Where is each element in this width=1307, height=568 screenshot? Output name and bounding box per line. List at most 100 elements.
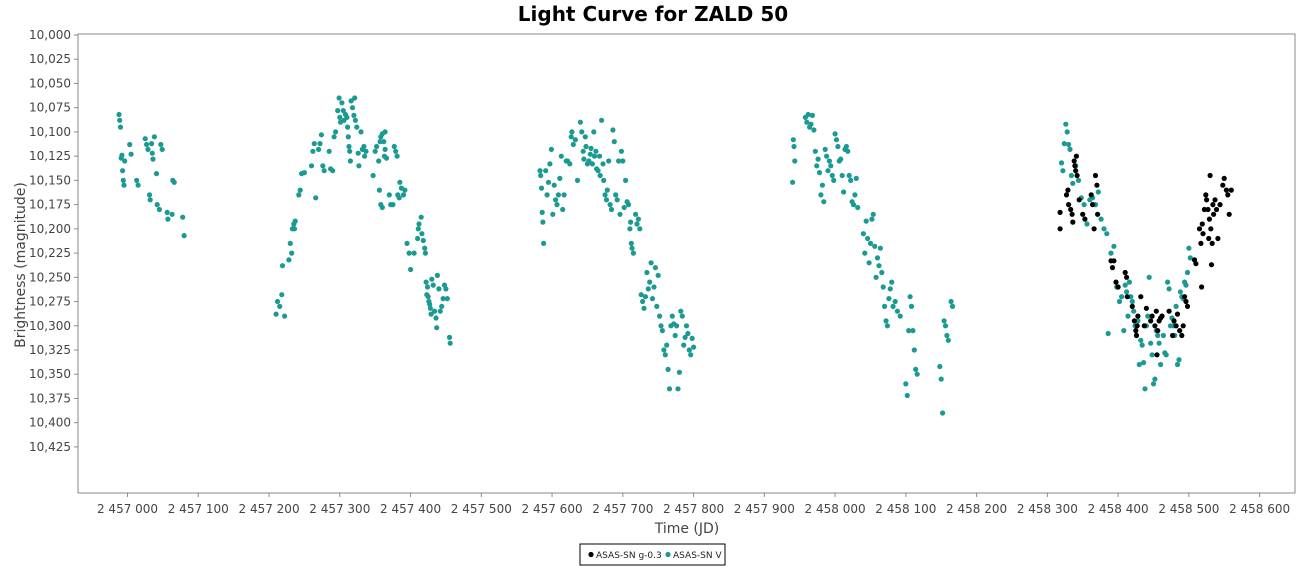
data-point-g xyxy=(1095,211,1101,217)
data-point-v xyxy=(582,134,588,140)
data-point-v xyxy=(662,352,668,358)
x-axis-label: Time (JD) xyxy=(654,521,720,537)
data-point-v xyxy=(808,121,814,127)
data-point-v xyxy=(1098,216,1104,222)
data-point-v xyxy=(1070,180,1076,186)
data-point-v xyxy=(1068,172,1074,179)
data-point-v xyxy=(886,296,892,302)
data-point-v xyxy=(122,158,128,164)
data-point-v xyxy=(354,124,360,130)
data-point-v xyxy=(362,153,368,159)
data-point-v xyxy=(296,192,302,198)
data-point-v xyxy=(313,195,319,201)
data-point-v xyxy=(1165,279,1171,285)
data-point-v xyxy=(654,303,660,309)
data-point-g xyxy=(1208,226,1214,232)
data-point-v xyxy=(593,148,599,154)
data-point-g xyxy=(1124,274,1130,280)
data-point-v xyxy=(906,328,912,334)
data-point-v xyxy=(850,202,857,208)
data-point-v xyxy=(135,182,141,188)
data-point-g xyxy=(1200,231,1206,237)
data-point-v xyxy=(583,143,589,150)
data-point-v xyxy=(391,143,397,150)
data-point-v xyxy=(602,192,608,198)
data-point-v xyxy=(538,172,544,179)
data-point-g xyxy=(1141,323,1147,329)
data-point-v xyxy=(569,129,575,135)
data-point-v xyxy=(430,282,436,288)
data-point-v xyxy=(669,313,675,319)
data-point-g xyxy=(1134,323,1140,329)
data-point-v xyxy=(297,187,303,193)
data-point-v xyxy=(554,202,560,208)
data-point-v xyxy=(545,179,552,185)
data-point-v xyxy=(872,243,878,249)
legend: ASAS-SN g-0.3 ASAS-SN V xyxy=(579,543,726,566)
data-point-v xyxy=(1145,313,1151,319)
data-point-v xyxy=(637,226,643,232)
data-point-g xyxy=(1199,284,1205,290)
data-point-v xyxy=(1084,221,1090,227)
data-point-v xyxy=(655,272,661,278)
data-point-v xyxy=(588,145,594,151)
data-point-v xyxy=(282,313,288,319)
data-point-v xyxy=(433,315,439,321)
data-point-v xyxy=(882,303,888,309)
data-point-v xyxy=(790,179,796,185)
data-point-v xyxy=(427,301,433,307)
data-point-v xyxy=(547,161,553,167)
data-point-v xyxy=(603,197,610,203)
data-point-v xyxy=(681,342,687,348)
data-point-v xyxy=(887,286,893,292)
data-point-g xyxy=(1182,294,1188,300)
data-point-v xyxy=(439,303,445,309)
data-point-g xyxy=(1199,221,1205,227)
y-tick-label: 10,350 xyxy=(29,367,71,381)
data-point-v xyxy=(370,172,376,179)
data-point-g xyxy=(1155,328,1161,334)
data-point-v xyxy=(1058,160,1065,166)
data-point-v xyxy=(904,392,910,399)
x-tick-label: 2 458 100 xyxy=(875,502,936,516)
data-point-g xyxy=(1152,323,1158,329)
data-point-v xyxy=(567,161,573,167)
data-point-v xyxy=(877,245,884,251)
data-point-v xyxy=(537,168,543,174)
data-point-g xyxy=(1208,262,1215,268)
data-point-v xyxy=(1124,289,1130,295)
data-point-v xyxy=(346,143,352,150)
x-tick-label: 2 457 900 xyxy=(734,502,795,516)
data-point-v xyxy=(852,192,858,198)
data-point-v xyxy=(674,323,680,329)
data-point-v xyxy=(336,95,342,101)
data-point-v xyxy=(790,137,796,143)
data-point-v xyxy=(1166,286,1172,292)
x-tick-label: 2 457 200 xyxy=(239,502,300,516)
data-point-g xyxy=(1211,211,1217,217)
data-point-v xyxy=(652,265,659,271)
data-point-v xyxy=(363,148,369,154)
y-tick-label: 10,175 xyxy=(29,198,71,212)
data-point-v xyxy=(908,303,915,309)
data-point-g xyxy=(1063,192,1070,198)
data-point-v xyxy=(400,192,407,198)
data-point-v xyxy=(634,221,640,227)
data-point-g xyxy=(1212,197,1218,203)
data-point-v xyxy=(345,134,351,140)
data-point-v xyxy=(443,286,449,292)
data-point-v xyxy=(903,381,909,387)
data-point-v xyxy=(151,134,157,140)
data-point-v xyxy=(911,347,917,353)
data-point-v xyxy=(1136,361,1142,368)
data-point-v xyxy=(326,148,332,154)
data-point-v xyxy=(1183,282,1189,288)
x-tick-label: 2 457 100 xyxy=(168,502,229,516)
data-point-g xyxy=(1228,187,1234,193)
data-point-v xyxy=(422,245,428,251)
data-point-v xyxy=(876,263,882,269)
data-point-v xyxy=(841,189,847,195)
data-point-v xyxy=(406,250,412,256)
data-point-v xyxy=(349,105,356,111)
data-point-v xyxy=(835,143,841,150)
